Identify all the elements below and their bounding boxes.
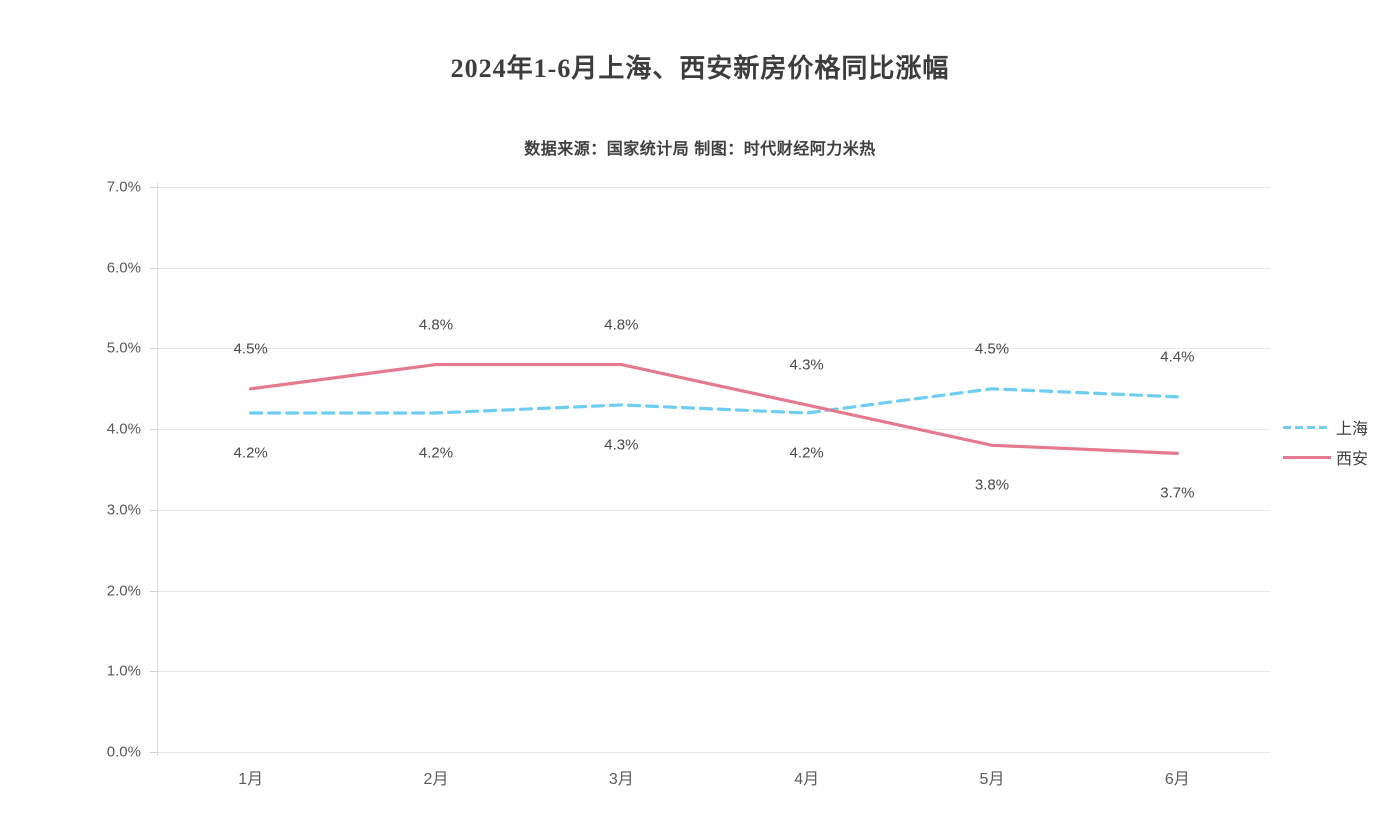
y-axis-tick bbox=[150, 187, 158, 188]
y-axis-label: 1.0% bbox=[106, 662, 141, 680]
y-axis-label: 5.0% bbox=[106, 339, 141, 357]
x-axis-label: 3月 bbox=[608, 771, 634, 788]
legend-item-上海[interactable]: 上海 bbox=[1283, 412, 1393, 442]
gridline bbox=[158, 348, 1270, 350]
x-axis-label: 1月 bbox=[238, 771, 264, 788]
legend-swatch-icon bbox=[1283, 451, 1331, 463]
data-label-上海-3月: 4.3% bbox=[604, 436, 639, 454]
data-label-上海-1月: 4.2% bbox=[233, 444, 268, 462]
y-axis-label: 7.0% bbox=[106, 178, 141, 196]
y-axis-tick bbox=[150, 509, 158, 511]
y-axis-label: 2.0% bbox=[106, 582, 141, 600]
data-label-上海-5月: 4.5% bbox=[974, 340, 1010, 358]
gridline bbox=[158, 267, 1270, 269]
gridline bbox=[158, 671, 1270, 673]
data-label-西安-2月: 4.8% bbox=[418, 316, 454, 334]
x-axis-label: 6月 bbox=[1164, 771, 1190, 788]
y-axis-tick bbox=[150, 267, 158, 269]
y-axis-label: 4.0% bbox=[106, 420, 141, 438]
gridline bbox=[158, 590, 1270, 592]
y-axis-tick bbox=[150, 590, 158, 592]
legend-label: 西安 bbox=[1336, 451, 1369, 468]
data-label-上海-6月: 4.4% bbox=[1160, 348, 1195, 366]
data-label-西安-5月: 3.8% bbox=[974, 476, 1010, 494]
x-axis-label: 4月 bbox=[794, 771, 820, 788]
y-axis-tick bbox=[150, 429, 158, 431]
y-axis-label: 0.0% bbox=[106, 743, 141, 761]
gridline bbox=[158, 187, 1270, 188]
y-axis-tick bbox=[150, 671, 158, 673]
y-axis-label: 6.0% bbox=[106, 259, 141, 277]
gridline bbox=[158, 509, 1270, 511]
plot-area bbox=[158, 187, 1270, 753]
gridline bbox=[158, 429, 1270, 431]
data-label-西安-1月: 4.5% bbox=[233, 340, 268, 358]
legend-swatch-icon bbox=[1283, 421, 1331, 433]
chart-subtitle-source: 数据来源：国家统计局 制图：时代财经阿力米热 bbox=[524, 141, 876, 158]
y-axis-line bbox=[157, 183, 158, 756]
data-label-西安-3月: 4.8% bbox=[604, 316, 639, 334]
x-axis-label: 2月 bbox=[423, 771, 449, 788]
x-axis-label: 5月 bbox=[979, 771, 1005, 788]
gridline bbox=[158, 752, 1270, 753]
legend-item-西安[interactable]: 西安 bbox=[1283, 442, 1393, 472]
data-label-西安-4月: 4.3% bbox=[789, 356, 824, 374]
data-label-上海-2月: 4.2% bbox=[418, 444, 454, 462]
y-axis-tick bbox=[150, 348, 158, 350]
chart-title: 2024年1-6月上海、西安新房价格同比涨幅 bbox=[450, 54, 950, 83]
legend-label: 上海 bbox=[1336, 421, 1369, 438]
y-axis-label: 3.0% bbox=[106, 501, 141, 519]
chart-legend: 上海 西安 bbox=[1283, 412, 1393, 472]
data-label-西安-6月: 3.7% bbox=[1160, 484, 1195, 502]
data-label-上海-4月: 4.2% bbox=[789, 444, 824, 462]
y-axis-tick bbox=[150, 752, 158, 753]
